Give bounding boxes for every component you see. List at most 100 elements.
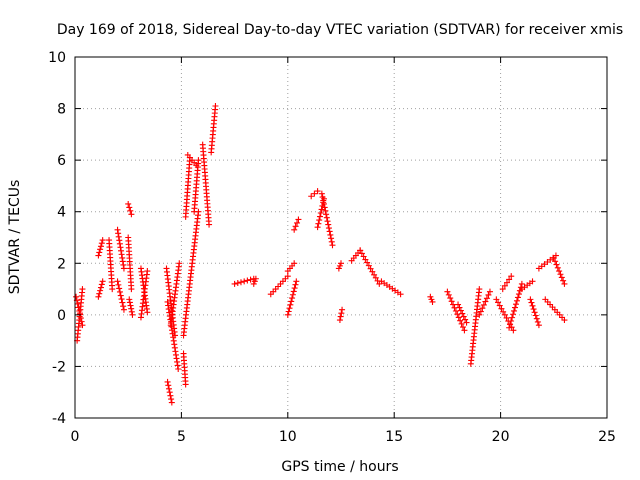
data-point [457,307,464,314]
data-point [511,307,518,314]
data-point [284,273,291,280]
data-point [508,318,515,325]
data-point [360,253,367,260]
data-point [553,261,560,268]
data-point [126,299,133,306]
point-cluster [137,268,151,321]
data-point [460,324,467,331]
data-point [169,330,176,337]
data-point [165,382,172,389]
data-point [319,194,326,201]
data-point [529,278,536,285]
data-point [445,291,452,298]
point-cluster [184,151,200,169]
point-cluster [291,216,302,233]
data-point [316,217,323,224]
data-point [558,274,565,281]
data-point [170,337,177,344]
point-cluster [336,306,346,324]
data-point [144,268,151,275]
point-cluster [455,301,470,326]
data-point [324,218,331,225]
data-point [99,278,106,285]
data-point [314,224,321,231]
data-point [321,204,328,211]
y-tick-label: 8 [57,102,66,118]
y-tick-label: 2 [57,256,66,272]
data-point [512,301,519,308]
data-point [510,311,517,318]
data-point [498,305,505,312]
point-cluster [550,255,568,287]
data-point [323,214,330,221]
x-tick-label: 10 [279,429,297,445]
data-point [292,223,299,230]
data-point [479,305,486,312]
data-points [73,102,568,406]
data-point [98,240,105,247]
data-point [512,304,519,311]
data-point [501,311,508,318]
data-point [252,275,259,282]
data-point [174,362,181,369]
data-point [561,280,568,287]
data-point [510,327,517,334]
point-cluster [267,273,291,298]
data-point [308,193,315,200]
data-point [144,309,151,316]
data-point [116,285,123,292]
data-point [455,301,462,308]
data-point [291,226,298,233]
data-point [244,277,251,284]
x-axis-label: GPS time / hours [281,459,398,475]
point-cluster [208,102,219,156]
data-point [284,311,291,318]
point-cluster [114,278,127,313]
data-point [532,312,539,319]
data-point [125,200,132,207]
data-point [328,238,335,245]
y-tick-label: 6 [57,153,66,169]
data-point [77,315,84,322]
data-point [126,204,133,211]
data-point [79,322,86,329]
data-point [372,274,379,281]
data-point [128,308,135,315]
data-point [118,247,125,254]
data-point [114,278,121,285]
data-point [120,261,127,268]
data-point [285,308,292,315]
point-cluster [378,278,404,298]
data-point [115,230,122,237]
data-point [529,302,536,309]
data-point [476,311,483,318]
data-point [357,247,364,254]
data-point [325,221,332,228]
data-point [315,220,322,227]
data-point [362,256,369,263]
data-point [251,278,258,285]
data-point [74,300,81,307]
point-cluster [542,296,568,324]
data-point [527,296,534,303]
point-cluster [164,298,182,373]
data-point [459,310,466,317]
data-point [128,305,135,312]
data-point [483,295,490,302]
data-point [367,265,374,272]
data-point [234,280,241,287]
data-point [291,285,298,292]
data-point [454,311,461,318]
data-point [75,304,82,311]
data-point [173,355,180,362]
data-point [109,286,116,293]
data-point [290,288,297,295]
data-point [117,244,124,251]
data-point [461,327,468,334]
x-tick-label: 5 [177,429,186,445]
data-point [358,250,365,257]
data-point [97,243,104,250]
data-point [96,249,103,256]
